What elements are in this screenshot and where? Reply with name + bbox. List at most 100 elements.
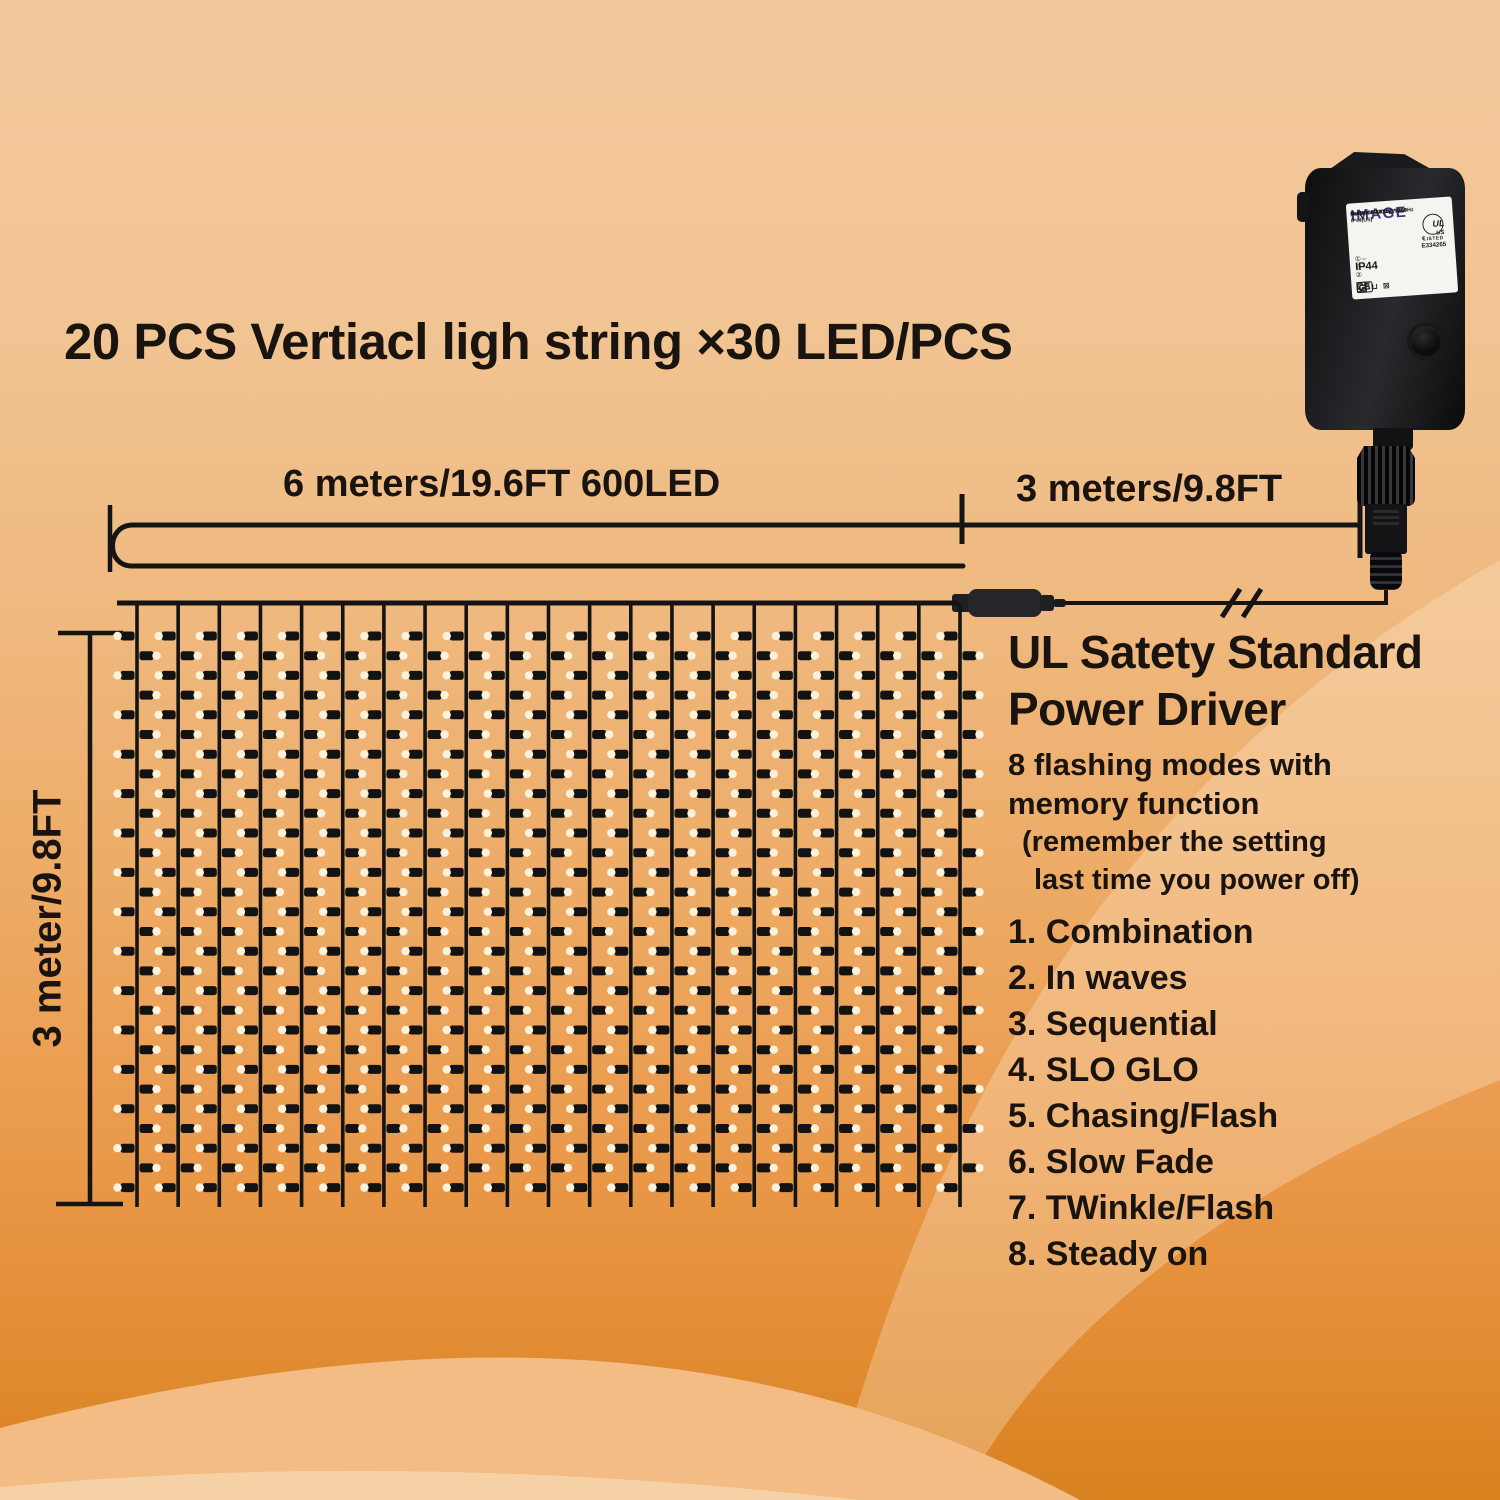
- break-slash-1: [1219, 587, 1243, 619]
- led-bulb: [674, 769, 696, 779]
- led-bulb: [468, 927, 490, 936]
- led-bulb: [812, 670, 835, 680]
- led-bulb: [607, 670, 629, 680]
- led-bulb: [551, 690, 573, 700]
- led-bulb: [221, 848, 243, 858]
- mode-item: 3. Sequential: [1008, 1005, 1218, 1043]
- led-bulb: [895, 1025, 917, 1035]
- led-bulb: [509, 887, 532, 897]
- led-bulb: [195, 1064, 217, 1074]
- led-bulb: [607, 749, 629, 759]
- led-bulb: [756, 1163, 778, 1173]
- led-bulb: [236, 710, 258, 720]
- led-bulb: [797, 690, 820, 700]
- led-bulb: [730, 789, 752, 799]
- led-bulb: [936, 1183, 958, 1193]
- led-bulb: [442, 986, 464, 996]
- led-bulb: [895, 946, 917, 956]
- led-bulb: [386, 808, 408, 818]
- led-bulb: [427, 1163, 449, 1173]
- led-bulb: [689, 670, 711, 680]
- led-bulb: [771, 710, 793, 720]
- led-bulb: [139, 848, 161, 858]
- led-bulb: [633, 1084, 655, 1094]
- led-bulb: [195, 1143, 217, 1153]
- led-bulb: [633, 808, 655, 818]
- led-bulb: [386, 730, 408, 739]
- led-bulb: [797, 966, 820, 976]
- led-bulb: [895, 828, 917, 838]
- led-bulb: [442, 670, 464, 680]
- led-bulb: [839, 808, 861, 818]
- led-bulb: [715, 1124, 737, 1133]
- led-bulb: [304, 887, 326, 897]
- led-bulb: [221, 651, 243, 661]
- led-bulb: [771, 946, 793, 956]
- led-bulb: [319, 1183, 341, 1193]
- led-bulb: [304, 1124, 326, 1133]
- led-bulb: [812, 1183, 835, 1193]
- led-bulb: [921, 927, 943, 936]
- led-bulb: [730, 1104, 752, 1114]
- led-bulb: [345, 1005, 367, 1015]
- led-bulb: [180, 887, 202, 897]
- led-bulb: [689, 986, 711, 996]
- led-bulb: [839, 769, 861, 779]
- led-bulb: [427, 848, 449, 858]
- led-bulb: [401, 631, 423, 641]
- led-bulb: [468, 1045, 490, 1055]
- led-bulb: [345, 1084, 367, 1094]
- led-bulb: [442, 946, 464, 956]
- led-bulb: [962, 690, 984, 700]
- led-bulb: [854, 1025, 876, 1035]
- led-bulb: [771, 828, 793, 838]
- led-bulb: [304, 651, 326, 661]
- led-bulb: [113, 828, 135, 838]
- led-bulb: [854, 1104, 876, 1114]
- led-bulb: [756, 927, 778, 936]
- led-bulb: [771, 631, 793, 641]
- led-bulb: [854, 710, 876, 720]
- led-bulb: [524, 631, 546, 641]
- led-bulb: [360, 710, 382, 720]
- led-bulb: [771, 1104, 793, 1114]
- led-bulb: [895, 1104, 917, 1114]
- led-bulb: [277, 1143, 300, 1153]
- led-bulb: [304, 769, 326, 779]
- led-bulb: [345, 769, 367, 779]
- led-bulb: [262, 1005, 285, 1015]
- led-bulb: [427, 927, 449, 936]
- led-bulb: [648, 1104, 670, 1114]
- led-bulb: [921, 1005, 943, 1015]
- led-bulb: [607, 1104, 629, 1114]
- led-bulb: [195, 631, 217, 641]
- led-bulb: [509, 1005, 532, 1015]
- led-bulb: [360, 1183, 382, 1193]
- adapter-plug-label: [1373, 510, 1399, 526]
- led-bulb: [895, 1064, 917, 1074]
- led-bulb: [936, 907, 958, 917]
- led-bulb: [854, 631, 876, 641]
- led-bulb: [386, 1005, 408, 1015]
- led-bulb: [236, 1025, 258, 1035]
- led-bulb: [756, 966, 778, 976]
- led-bulb: [730, 710, 752, 720]
- led-bulb: [319, 749, 341, 759]
- led-bulb: [880, 1163, 902, 1173]
- led-bulb: [962, 1005, 984, 1015]
- ul-circle-icon: UL c US: [1421, 213, 1445, 242]
- led-bulb: [689, 631, 711, 641]
- led-bulb: [592, 730, 614, 739]
- led-bulb: [483, 1025, 505, 1035]
- led-bulb: [483, 828, 505, 838]
- led-bulb: [509, 690, 532, 700]
- led-bulb: [113, 670, 135, 680]
- adapter-ribbed-tip: [1370, 552, 1402, 590]
- led-bulb: [277, 946, 300, 956]
- led-bulb: [180, 927, 202, 936]
- led-bulb: [483, 946, 505, 956]
- led-bulb: [139, 690, 161, 700]
- led-bulb: [442, 1064, 464, 1074]
- led-bulb: [592, 966, 614, 976]
